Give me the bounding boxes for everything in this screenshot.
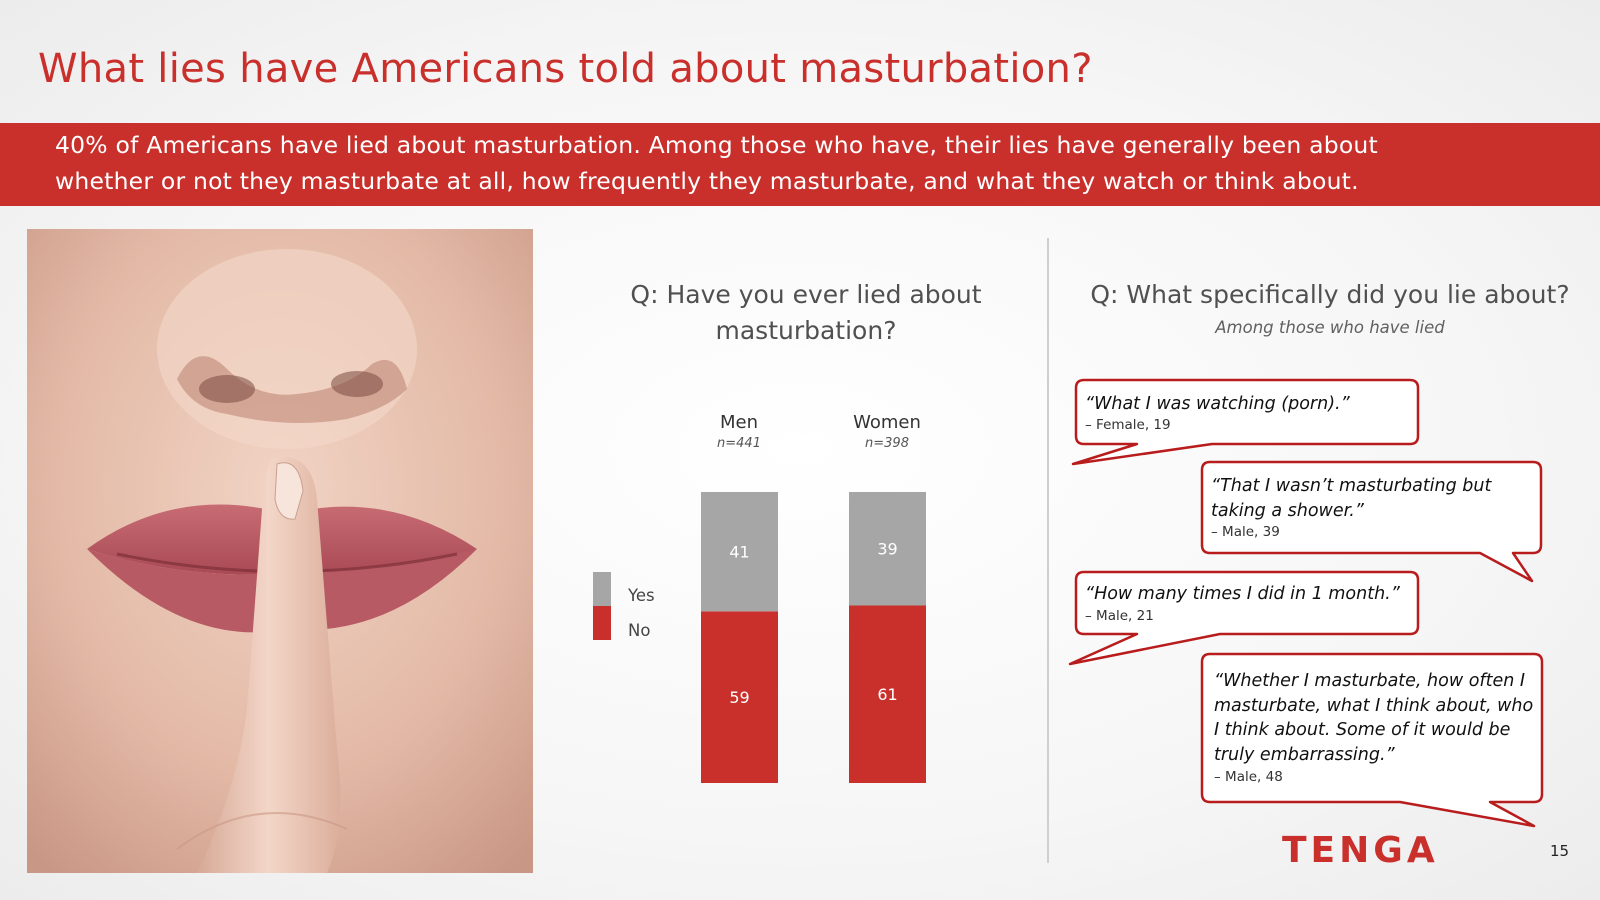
banner-line-1: 40% of Americans have lied about masturb… [55, 131, 1378, 159]
data-label-men-no: 59 [729, 688, 749, 707]
summary-banner: 40% of Americans have lied about masturb… [0, 123, 1600, 206]
data-label-men-yes: 41 [729, 543, 749, 562]
bar-women-no [849, 605, 926, 783]
sample-size-women: n=398 [865, 436, 909, 451]
quote-1-text: “What I was watching (porn).” [1085, 392, 1350, 417]
quotes-title: Q: What specifically did you lie about? [1090, 280, 1570, 309]
quote-3-line-1: “How many times I did in 1 month.” [1085, 584, 1400, 604]
category-label-women: Women [853, 412, 921, 433]
quote-1-line-1: “What I was watching (porn).” [1085, 394, 1350, 414]
quote-4-line-4: truly embarrassing.” [1214, 744, 1395, 765]
quote-2-line-2: taking a shower.” [1211, 500, 1364, 521]
quote-4-text: “Whether I masturbate, how often I mastu… [1214, 669, 1533, 767]
quote-3-text: “How many times I did in 1 month.” [1085, 582, 1400, 607]
legend-label-yes: Yes [628, 586, 655, 605]
data-label-women-no: 61 [877, 685, 897, 704]
quote-4-line-3: I think about. Some of it would be [1214, 720, 1511, 740]
banner-line-2: whether or not they masturbate at all, h… [55, 167, 1359, 195]
category-label-men: Men [719, 412, 758, 433]
tenga-logo: TENGA [1282, 830, 1439, 871]
chart-title-line-2: masturbation? [715, 316, 897, 345]
page-number: 15 [1550, 842, 1570, 860]
data-label-women-yes: 39 [877, 540, 897, 559]
legend-swatch-no [593, 606, 611, 640]
chart-title: Q: Have you ever lied about masturbation… [606, 277, 1006, 349]
bar-women-yes [849, 492, 926, 606]
sample-size-men: n=441 [717, 436, 761, 451]
quotes-subtitle: Among those who have lied [1215, 318, 1445, 337]
shush-face-photo [27, 229, 533, 873]
quote-2-attribution: – Male, 39 [1211, 524, 1280, 540]
speech-bubble-3 [1068, 570, 1420, 666]
quote-1-attribution: – Female, 19 [1085, 417, 1171, 433]
quote-2-line-1: “That I wasn’t masturbating but [1211, 476, 1492, 496]
quote-4-line-1: “Whether I masturbate, how often I [1214, 671, 1526, 691]
legend-swatch-yes [593, 572, 611, 606]
speech-bubble-4 [1200, 652, 1544, 828]
quote-4-line-2: masturbate, what I think about, who [1214, 695, 1534, 716]
slide-title: What lies have Americans told about mast… [38, 46, 1093, 92]
quote-3-attribution: – Male, 21 [1085, 608, 1154, 624]
quote-2-text: “That I wasn’t masturbating but taking a… [1211, 474, 1491, 523]
section-divider [1047, 238, 1049, 863]
bar-men-no [701, 611, 778, 783]
quote-4-attribution: – Male, 48 [1214, 769, 1283, 785]
speech-bubble-2 [1200, 460, 1543, 583]
chart-title-line-1: Q: Have you ever lied about [630, 280, 982, 309]
bar-men-yes [701, 492, 778, 612]
speech-bubble-1 [1071, 378, 1420, 466]
legend-label-no: No [628, 621, 651, 640]
